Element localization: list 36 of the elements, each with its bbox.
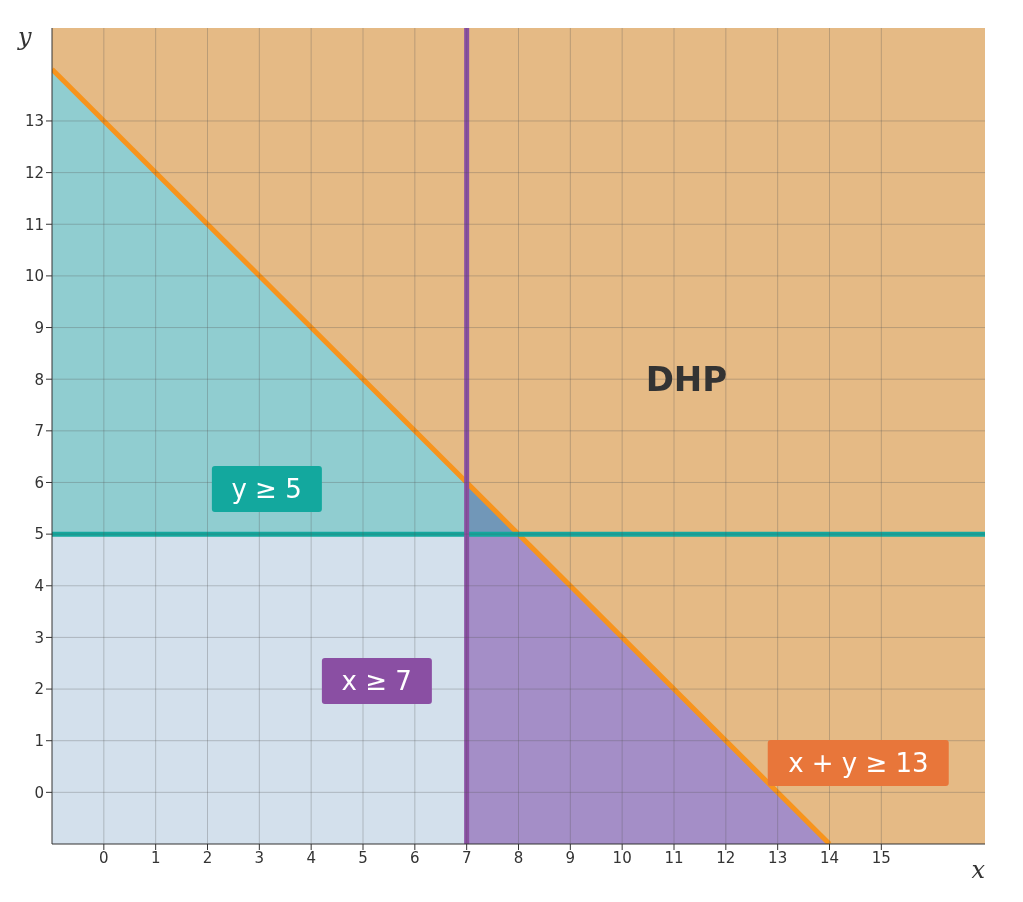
x-tick-label: 6	[410, 848, 420, 867]
y-axis-title: y	[17, 23, 32, 52]
y-tick-label: 10	[24, 267, 44, 286]
x-tick-label: 3	[254, 848, 265, 867]
x-tick-label: 14	[819, 848, 840, 867]
y-tick-label: 8	[34, 370, 44, 389]
y-tick-label: 3	[34, 628, 44, 647]
x-tick-label: 7	[461, 848, 472, 867]
y-tick-label: 6	[34, 473, 44, 492]
x-tick-label: 15	[871, 848, 891, 867]
x-tick-label: 4	[306, 848, 316, 867]
y-tick-label: 4	[34, 577, 44, 596]
y-tick-label: 0	[34, 783, 44, 802]
y-tick-label: 1	[34, 732, 44, 751]
y-tick-label: 12	[24, 163, 44, 182]
y-tick-label: 11	[24, 215, 44, 234]
ref-line-label: x ≥ 7	[321, 657, 432, 704]
x-tick-label: 12	[716, 848, 736, 867]
x-tick-label: 9	[565, 848, 576, 867]
x-tick-label: 8	[513, 848, 524, 867]
x-tick-label: 1	[150, 848, 161, 867]
x-axis-title: x	[971, 856, 986, 884]
x-tick-label: 5	[358, 848, 368, 867]
x-tick-label: 10	[612, 848, 632, 867]
y-tick-label: 5	[34, 525, 44, 544]
x-tick-label: 13	[768, 848, 788, 867]
y-tick-label: 7	[34, 422, 44, 441]
y-tick-label: 2	[34, 680, 44, 699]
x-tick-label: 0	[99, 848, 109, 867]
y-tick-label: 9	[34, 318, 44, 337]
x-tick-label: 11	[664, 848, 684, 867]
y-tick-label: 13	[24, 112, 44, 131]
series-label: y ≥ 5	[211, 466, 322, 513]
x-tick-label: 2	[202, 848, 213, 867]
series-label: x + y ≥ 13	[768, 740, 949, 787]
annotation: DHP	[645, 358, 728, 399]
